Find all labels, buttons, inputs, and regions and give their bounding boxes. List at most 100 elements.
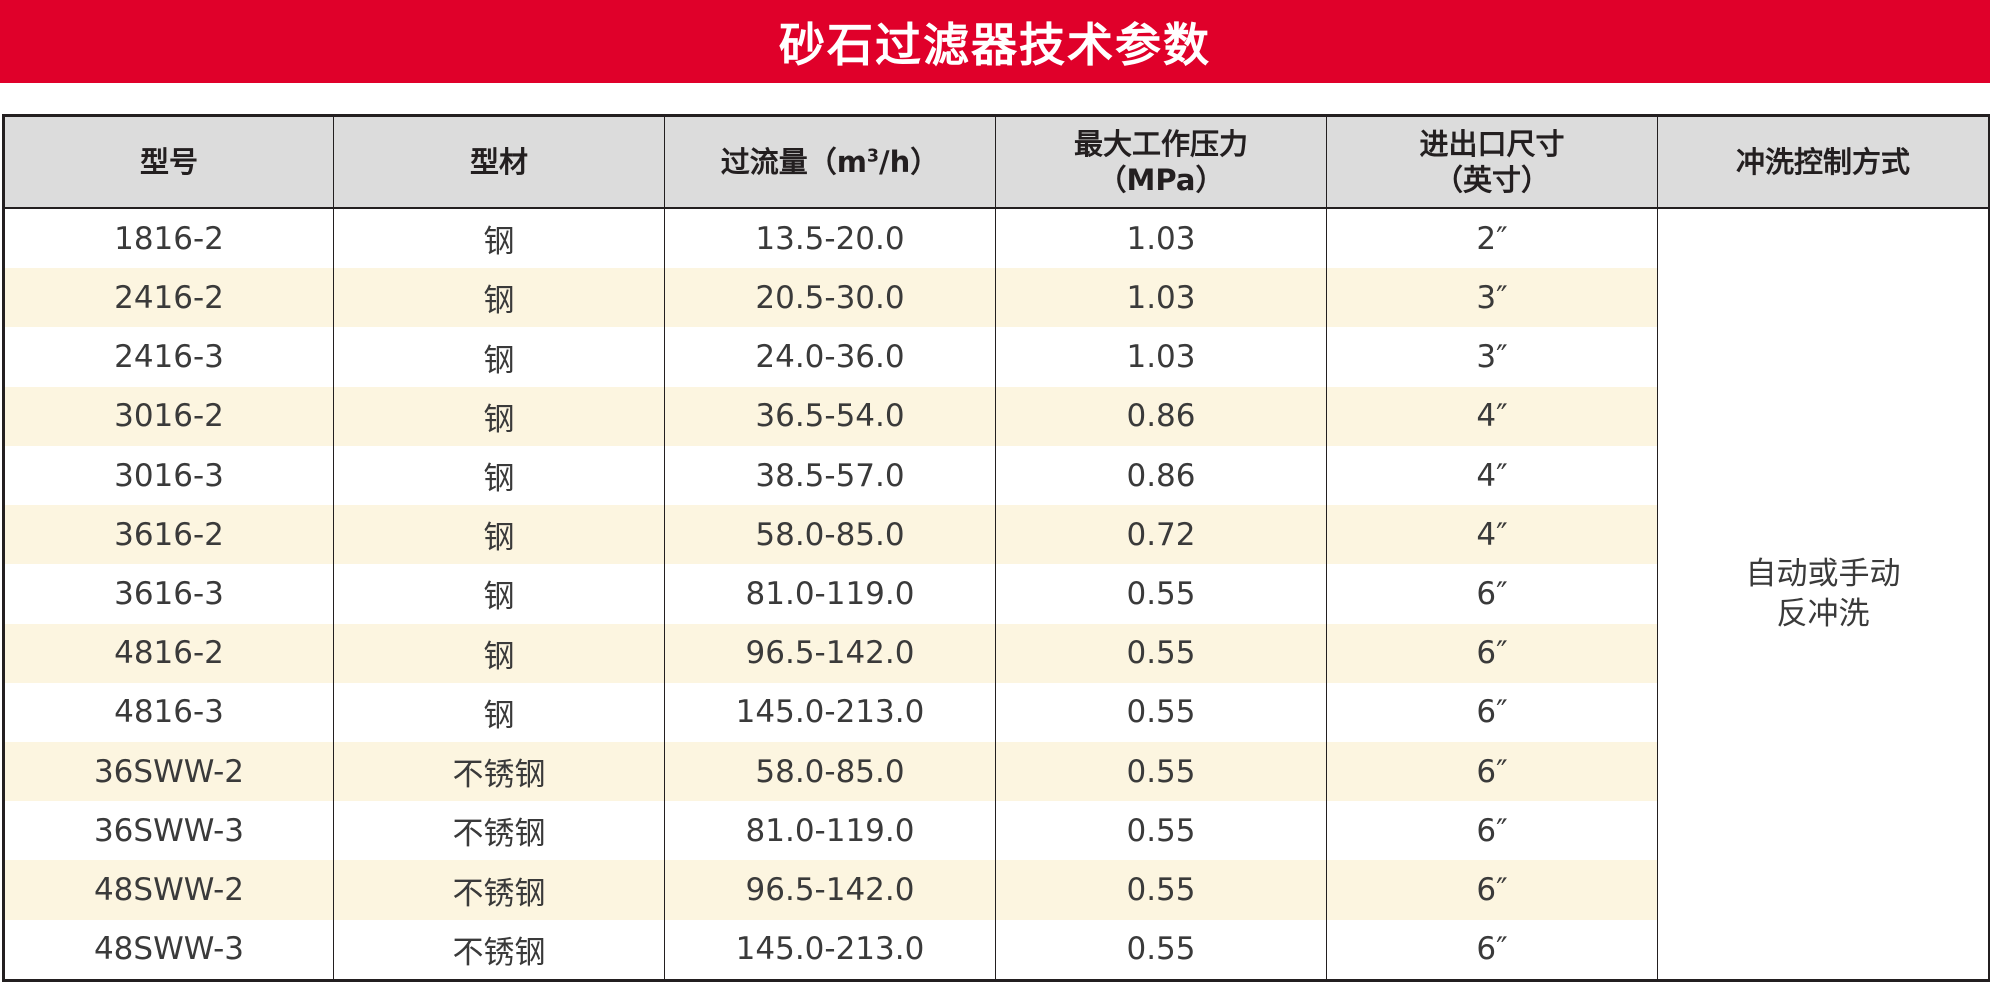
cell-model: 3616-3	[3, 564, 334, 624]
cell-pressure: 1.03	[995, 327, 1327, 387]
cell-size: 6″	[1326, 860, 1658, 920]
cell-model: 48SWW-3	[3, 919, 334, 981]
cell-pressure: 0.55	[995, 919, 1327, 981]
header-control: 冲洗控制方式	[1657, 115, 1990, 209]
cell-material: 钢	[333, 327, 665, 387]
header-flow: 过流量（m3/h）	[664, 115, 996, 209]
cell-material: 钢	[333, 268, 665, 328]
cell-size: 6″	[1326, 919, 1658, 981]
table-row: 3616-3 钢 81.0-119.0 0.55 6″	[3, 564, 1990, 624]
cell-size: 4″	[1326, 386, 1658, 446]
table-row: 2416-3 钢 24.0-36.0 1.03 3″	[3, 327, 1990, 387]
header-material: 型材	[333, 115, 665, 209]
cell-model: 36SWW-2	[3, 741, 334, 802]
cell-flow: 145.0-213.0	[664, 919, 996, 981]
table-row: 3016-2 钢 36.5-54.0 0.86 4″	[3, 386, 1990, 446]
table-row: 1816-2 钢 13.5-20.0 1.03 2″ 自动或手动 反冲洗	[3, 208, 1990, 981]
control-method-line1: 自动或手动	[1745, 555, 1901, 592]
cell-model: 1816-2	[3, 208, 334, 269]
spec-table: 型号 型材 过流量（m3/h） 最大工作压力 （MPa） 进出口尺寸 （英寸） 冲洗…	[2, 114, 1990, 982]
cell-flow: 58.0-85.0	[664, 505, 996, 565]
cell-model: 2416-3	[3, 327, 334, 387]
cell-size: 3″	[1326, 327, 1658, 387]
cell-size: 6″	[1326, 801, 1658, 861]
table-row: 4816-2 钢 96.5-142.0 0.55 6″	[3, 623, 1990, 683]
cell-size: 6″	[1326, 741, 1658, 802]
cell-pressure: 0.55	[995, 741, 1327, 802]
header-size-line1: 进出口尺寸	[1419, 126, 1565, 161]
cell-material: 钢	[333, 386, 665, 446]
cell-model: 48SWW-2	[3, 860, 334, 920]
cell-flow: 38.5-57.0	[664, 445, 996, 506]
cell-size: 3″	[1326, 268, 1658, 328]
cell-pressure: 0.55	[995, 682, 1327, 742]
header-pressure-line1: 最大工作压力	[1073, 126, 1248, 161]
cell-pressure: 0.55	[995, 801, 1327, 861]
control-method-line2: 反冲洗	[1776, 596, 1870, 632]
cell-model: 3616-2	[3, 505, 334, 565]
cell-pressure: 0.55	[995, 860, 1327, 920]
cell-flow: 13.5-20.0	[664, 208, 996, 269]
cell-model: 3016-2	[3, 386, 334, 446]
cell-flow: 24.0-36.0	[664, 327, 996, 387]
header-size-line2: （英寸）	[1433, 163, 1550, 197]
table-row: 36SWW-2 不锈钢 58.0-85.0 0.55 6″	[3, 741, 1990, 802]
header-flow-suffix: /h）	[879, 144, 940, 179]
cell-pressure: 0.86	[995, 445, 1327, 506]
table-row: 3016-3 钢 38.5-57.0 0.86 4″	[3, 445, 1990, 506]
cell-size: 6″	[1326, 623, 1658, 683]
table-row: 36SWW-3 不锈钢 81.0-119.0 0.55 6″	[3, 801, 1990, 861]
cell-model: 36SWW-3	[3, 801, 334, 861]
cell-pressure: 0.86	[995, 386, 1327, 446]
cell-flow: 20.5-30.0	[664, 268, 996, 328]
cell-model: 4816-3	[3, 682, 334, 742]
cell-material: 钢	[333, 208, 665, 269]
cell-material: 钢	[333, 564, 665, 624]
cell-material: 不锈钢	[333, 860, 665, 920]
table-row: 4816-3 钢 145.0-213.0 0.55 6″	[3, 682, 1990, 742]
cell-material: 钢	[333, 682, 665, 742]
cell-flow: 96.5-142.0	[664, 860, 996, 920]
header-pressure: 最大工作压力 （MPa）	[995, 115, 1327, 209]
header-flow-prefix: 过流量（m	[720, 144, 867, 179]
table-header: 型号 型材 过流量（m3/h） 最大工作压力 （MPa） 进出口尺寸 （英寸） 冲洗…	[3, 115, 1990, 209]
table-row: 2416-2 钢 20.5-30.0 1.03 3″	[3, 268, 1990, 328]
cell-pressure: 1.03	[995, 208, 1327, 269]
cell-model: 4816-2	[3, 623, 334, 683]
table-row: 48SWW-3 不锈钢 145.0-213.0 0.55 6″	[3, 919, 1990, 981]
cell-size: 4″	[1326, 445, 1658, 506]
table-body: 1816-2 钢 13.5-20.0 1.03 2″ 自动或手动 反冲洗 2416-2 钢 20.…	[3, 208, 1990, 981]
cell-size: 6″	[1326, 564, 1658, 624]
cell-material: 钢	[333, 505, 665, 565]
cell-material: 钢	[333, 445, 665, 506]
cell-material: 不锈钢	[333, 741, 665, 802]
cell-flow: 145.0-213.0	[664, 682, 996, 742]
cell-size: 4″	[1326, 505, 1658, 565]
cell-pressure: 0.55	[995, 564, 1327, 624]
header-pressure-line2: （MPa）	[1097, 163, 1225, 197]
cell-flow: 58.0-85.0	[664, 741, 996, 802]
cell-size: 6″	[1326, 682, 1658, 742]
cell-control-method: 自动或手动 反冲洗	[1657, 208, 1990, 981]
cell-flow: 96.5-142.0	[664, 623, 996, 683]
cell-material: 不锈钢	[333, 801, 665, 861]
cell-pressure: 0.72	[995, 505, 1327, 565]
cell-size: 2″	[1326, 208, 1658, 269]
header-size: 进出口尺寸 （英寸）	[1326, 115, 1658, 209]
header-row: 型号 型材 过流量（m3/h） 最大工作压力 （MPa） 进出口尺寸 （英寸） 冲洗…	[3, 115, 1990, 209]
cell-pressure: 1.03	[995, 268, 1327, 328]
cell-model: 3016-3	[3, 445, 334, 506]
header-model: 型号	[3, 115, 334, 209]
cell-model: 2416-2	[3, 268, 334, 328]
table-row: 3616-2 钢 58.0-85.0 0.72 4″	[3, 505, 1990, 565]
page-title: 砂石过滤器技术参数	[779, 17, 1211, 72]
title-banner: 砂石过滤器技术参数	[0, 0, 1990, 83]
table-row: 48SWW-2 不锈钢 96.5-142.0 0.55 6″	[3, 860, 1990, 920]
cell-flow: 81.0-119.0	[664, 564, 996, 624]
cell-pressure: 0.55	[995, 623, 1327, 683]
cell-flow: 81.0-119.0	[664, 801, 996, 861]
cell-material: 钢	[333, 623, 665, 683]
header-flow-sup: 3	[866, 146, 880, 167]
cell-flow: 36.5-54.0	[664, 386, 996, 446]
cell-material: 不锈钢	[333, 919, 665, 981]
